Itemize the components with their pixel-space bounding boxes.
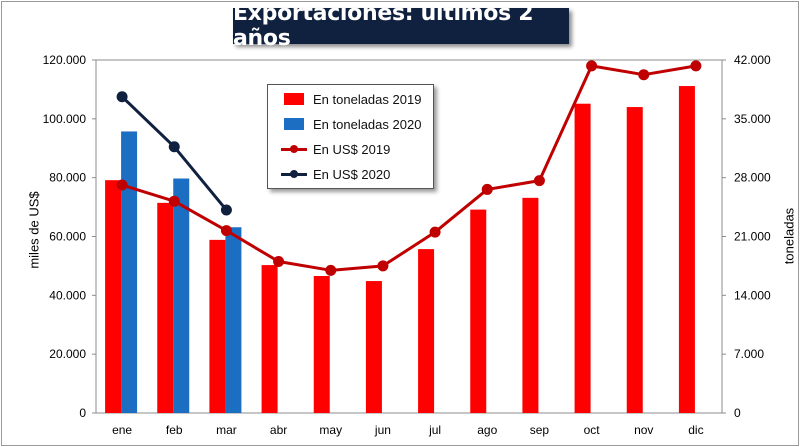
bar-en-toneladas-2019	[261, 265, 278, 413]
y-right-tick-label: 0	[734, 406, 741, 420]
x-tick-label: ene	[112, 423, 132, 437]
y-left-tick-label: 60.000	[49, 230, 86, 244]
y-left-tick-label: 120.000	[43, 53, 87, 67]
bar-en-toneladas-2019	[678, 86, 695, 414]
legend-swatch	[284, 118, 304, 130]
x-tick-label: sep	[530, 423, 550, 437]
point-en-us-2020	[220, 204, 232, 216]
y-right-tick-label: 42.000	[734, 53, 771, 67]
legend-label: En toneladas 2019	[313, 91, 422, 107]
point-en-us-2019	[586, 60, 598, 72]
bar-en-toneladas-2020	[225, 227, 242, 413]
x-tick-label: may	[319, 423, 342, 437]
x-tick-label: oct	[584, 423, 601, 437]
bar-en-toneladas-2019	[157, 202, 174, 413]
y-right-tick-label: 14.000	[734, 288, 771, 302]
y-left-tick-label: 0	[79, 406, 86, 420]
x-tick-label: feb	[166, 423, 183, 437]
legend-item-toneladas-2020: En toneladas 2020	[268, 113, 433, 135]
bar-en-toneladas-2019	[522, 197, 539, 413]
y-left-tick-label: 80.000	[49, 171, 86, 185]
bar-en-toneladas-2019	[105, 180, 122, 413]
legend-label: En US$ 2020	[313, 166, 391, 182]
bar-en-toneladas-2019	[574, 103, 591, 413]
point-en-us-2019	[273, 256, 285, 268]
point-en-us-2020	[116, 91, 128, 103]
y-left-tick-label: 100.000	[43, 112, 87, 126]
point-en-us-2019	[116, 179, 128, 191]
legend-label: En toneladas 2020	[313, 116, 422, 132]
bar-en-toneladas-2019	[313, 276, 330, 413]
point-en-us-2019	[325, 264, 337, 276]
x-tick-label: jun	[374, 423, 391, 437]
bar-en-toneladas-2019	[365, 281, 382, 413]
bar-en-toneladas-2019	[209, 239, 226, 413]
y-left-axis-title: miles de US$	[26, 191, 42, 269]
point-en-us-2019	[638, 69, 650, 81]
x-tick-label: jul	[428, 423, 441, 437]
x-tick-label: abr	[270, 423, 287, 437]
point-en-us-2019	[690, 60, 702, 72]
point-en-us-2019	[220, 225, 232, 237]
y-right-tick-label: 35.000	[734, 112, 771, 126]
point-en-us-2019	[533, 175, 545, 187]
legend: En toneladas 2019 En toneladas 2020 En U…	[267, 84, 434, 189]
title-box: Exportaciones: últimos 2 años	[233, 1, 569, 51]
point-en-us-2019	[168, 195, 180, 207]
legend-label: En US$ 2019	[313, 141, 391, 157]
y-right-tick-label: 28.000	[734, 171, 771, 185]
legend-item-toneladas-2019: En toneladas 2019	[268, 88, 433, 110]
point-en-us-2019	[377, 260, 389, 272]
y-right-tick-label: 21.000	[734, 230, 771, 244]
y-left-tick-label: 20.000	[49, 347, 86, 361]
legend-item-usd-2019: En US$ 2019	[268, 138, 433, 160]
point-en-us-2020	[168, 141, 180, 153]
point-en-us-2019	[481, 183, 493, 195]
legend-marker	[290, 170, 298, 178]
legend-swatch	[284, 93, 304, 105]
y-left-tick-label: 40.000	[49, 288, 86, 302]
bar-en-toneladas-2019	[470, 209, 487, 413]
y-right-tick-label: 7.000	[734, 347, 764, 361]
x-tick-label: dic	[688, 423, 703, 437]
legend-item-usd-2020: En US$ 2020	[268, 163, 433, 185]
chart-title: Exportaciones: últimos 2 años	[233, 1, 534, 51]
y-right-axis-title: toneladas	[781, 207, 797, 265]
x-tick-label: nov	[634, 423, 653, 437]
bar-en-toneladas-2020	[121, 131, 138, 413]
bar-en-toneladas-2019	[418, 249, 435, 413]
x-tick-label: mar	[216, 423, 237, 437]
line-en-us-2019	[121, 64, 697, 272]
bar-en-toneladas-2020	[173, 178, 190, 413]
point-en-us-2019	[429, 226, 441, 238]
bar-en-toneladas-2019	[626, 107, 643, 414]
legend-marker	[290, 145, 298, 153]
x-tick-label: ago	[477, 423, 497, 437]
